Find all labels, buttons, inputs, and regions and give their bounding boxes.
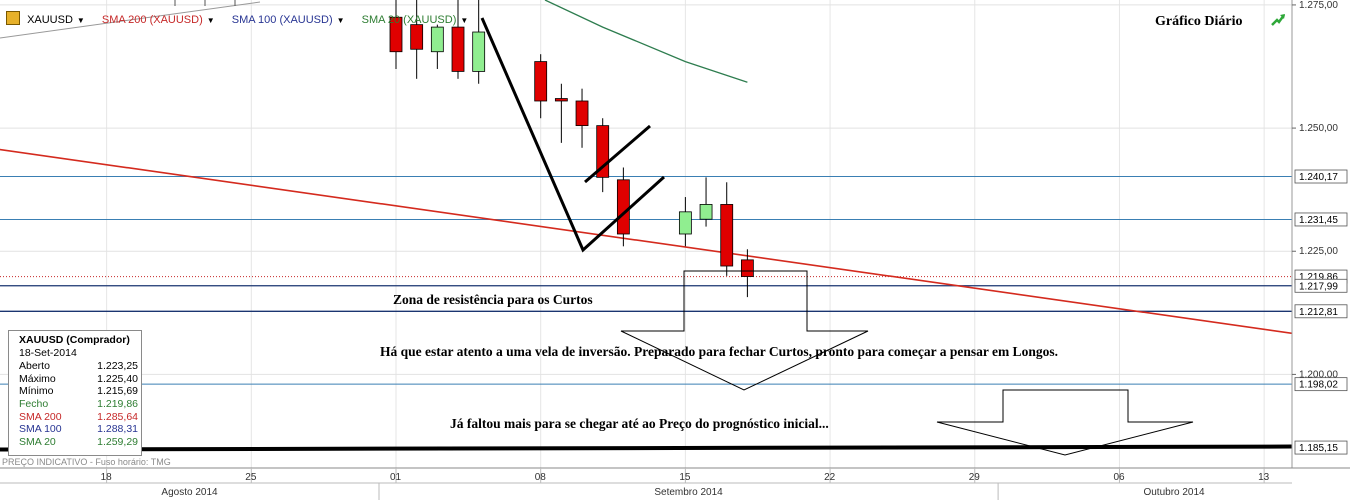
ohlc-info-box: XAUUSD (Comprador) 18-Set-2014 Aberto 1.2…	[8, 330, 142, 456]
gold-icon[interactable]	[6, 11, 20, 25]
price-label: 1.185,15	[1299, 443, 1338, 454]
day-tick-label: 01	[390, 472, 402, 483]
day-tick-label: 13	[1258, 472, 1270, 483]
bull-candle	[472, 31, 486, 72]
legend-sma20[interactable]: SMA 20 (XAUUSD)	[361, 14, 457, 26]
bear-candle	[720, 204, 734, 267]
month-label: Outubro 2014	[1143, 487, 1205, 498]
bottom-level-line	[0, 444, 1293, 452]
chevron-down-icon[interactable]: ▼	[76, 16, 85, 25]
price-label-box	[1294, 304, 1348, 319]
hand-drawn-lines	[480, 17, 1194, 456]
price-label: 1.198,02	[1299, 380, 1338, 391]
info-row-value: 1.225,40	[97, 372, 138, 385]
day-tick-label: 18	[101, 472, 113, 483]
info-row: Mínimo 1.215,69	[9, 385, 141, 398]
bull-candle	[430, 26, 444, 53]
price-tick-label: 1.225,00	[1299, 246, 1338, 257]
price-label: 1.231,45	[1299, 215, 1338, 226]
price-label-box	[1294, 278, 1348, 293]
horizontal-levels	[0, 176, 1293, 452]
price-axis-bg	[1292, 0, 1350, 468]
chevron-down-icon[interactable]: ▼	[206, 16, 215, 25]
info-row: SMA 200 1.285,64	[9, 411, 141, 424]
price-label-box	[1294, 212, 1348, 227]
info-row-label: Mínimo	[19, 385, 54, 398]
price-axis: 1.275,00 1.250,00 1.225,00 1.200,00 1.240,17…	[1291, 0, 1350, 468]
legend-sma200[interactable]: SMA 200 (XAUUSD)	[101, 14, 203, 26]
sma-line-fragment	[0, 1, 261, 39]
price-tick-label: 1.200,00	[1299, 369, 1338, 380]
info-row-value: 1.288,31	[97, 423, 138, 436]
chevron-down-icon[interactable]: ▼	[460, 16, 469, 25]
chart-title: Gráfico Diário	[1155, 14, 1243, 29]
info-row-label: Aberto	[19, 360, 50, 372]
info-row-value: 1.259,29	[97, 436, 138, 449]
bear-candle	[534, 61, 548, 102]
price-label: 1.219,86	[1299, 272, 1338, 283]
info-row: Máximo 1.225,40	[9, 373, 141, 386]
watermark-text: PREÇO INDICATIVO - Fuso horário: TMG	[2, 457, 171, 467]
price-label-box	[1294, 377, 1348, 392]
price-tick-label: 1.250,00	[1299, 123, 1338, 134]
chevron-down-icon[interactable]: ▼	[336, 16, 345, 25]
attention-annotation: Há que estar atento a uma vela de invers…	[380, 344, 1058, 359]
legend-sma100[interactable]: SMA 100 (XAUUSD)	[231, 14, 333, 26]
day-tick-label: 06	[1113, 472, 1125, 483]
bull-candle	[678, 211, 692, 235]
bear-candle	[554, 98, 568, 102]
time-axis: 04111825010815222906132027Agosto 2014Set…	[0, 467, 1350, 500]
bear-candle	[616, 179, 630, 235]
down-arrow-shape	[620, 270, 869, 391]
info-row-label: SMA 200	[19, 410, 62, 423]
month-label: Setembro 2014	[654, 487, 723, 498]
resistance-annotation: Zona de resistência para os Curtos	[393, 292, 593, 307]
v-shape-line	[480, 17, 666, 253]
info-row-label: Máximo	[19, 372, 56, 385]
info-row: Fecho 1.219,86	[9, 398, 141, 411]
info-box-date: 18-Set-2014	[19, 347, 77, 359]
info-row-label: Fecho	[19, 398, 49, 411]
bear-candle	[575, 100, 589, 127]
day-tick-label: 22	[824, 472, 836, 483]
trend-arrow-icon[interactable]	[1270, 12, 1286, 28]
target-annotation: Já faltou mais para se chegar até ao Pre…	[450, 416, 829, 431]
legend-bar: XAUUSD ▼ SMA 200 (XAUUSD) ▼ SMA 100 (XAUUS…	[6, 11, 472, 27]
info-row-label: SMA 20	[19, 436, 56, 449]
month-label: Agosto 2014	[161, 487, 218, 498]
info-row: SMA 100 1.288,31	[9, 423, 141, 436]
day-tick-label: 15	[679, 472, 691, 483]
info-row: Aberto 1.223,25	[9, 360, 141, 373]
price-tick-label: 1.275,00	[1299, 0, 1338, 11]
bear-candle	[389, 16, 403, 53]
down-arrow-shape	[936, 389, 1194, 456]
day-tick-label: 29	[969, 472, 981, 483]
candles	[389, 0, 754, 298]
time-axis-bg	[0, 468, 1350, 500]
info-row-value: 1.285,64	[97, 410, 138, 423]
info-row-value: 1.223,25	[97, 360, 138, 372]
price-label-box	[1294, 169, 1348, 184]
info-box-rows: Aberto 1.223,25 Máximo 1.225,40 Mínimo 1.215,…	[9, 360, 141, 449]
price-label: 1.212,81	[1299, 307, 1338, 318]
info-row-value: 1.219,86	[97, 398, 138, 411]
bear-candle	[410, 24, 424, 50]
info-box-header: XAUUSD (Comprador)	[19, 334, 130, 346]
info-row-value: 1.215,69	[97, 385, 138, 398]
price-label-box	[1294, 440, 1348, 455]
legend-symbol[interactable]: XAUUSD	[27, 14, 73, 26]
info-row-label: SMA 100	[19, 423, 62, 436]
price-label: 1.240,17	[1299, 172, 1338, 183]
parallel-channel-line	[584, 124, 651, 184]
bull-candle	[699, 204, 713, 220]
sma20-line	[544, 0, 748, 83]
day-tick-label: 25	[245, 472, 257, 483]
bear-candle	[740, 259, 754, 277]
info-row: SMA 20 1.259,29	[9, 436, 141, 449]
bear-candle	[451, 26, 465, 72]
price-label: 1.217,99	[1299, 281, 1338, 292]
day-tick-label: 08	[535, 472, 547, 483]
